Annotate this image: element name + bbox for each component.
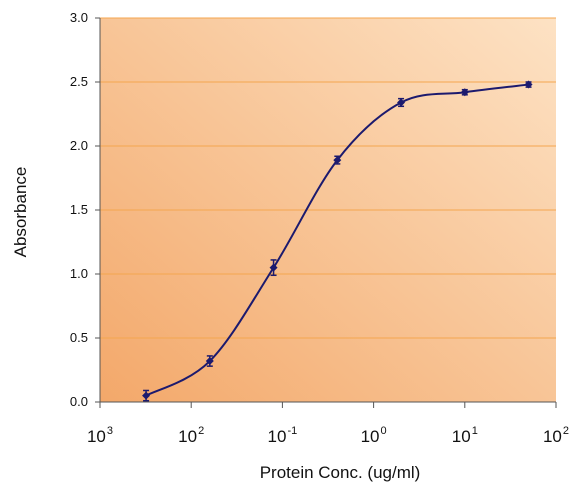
y-tick-label: 2.5 (70, 74, 88, 89)
x-tick-label: 102 (543, 425, 569, 446)
y-tick-label: 2.0 (70, 138, 88, 153)
x-tick-label: 102 (178, 425, 204, 446)
y-tick-label: 1.0 (70, 266, 88, 281)
y-tick-label: 0.0 (70, 394, 88, 409)
axes (95, 17, 557, 408)
data-point (205, 357, 214, 366)
y-tick-label: 1.5 (70, 202, 88, 217)
y-tick-label: 3.0 (70, 10, 88, 25)
series-group (142, 80, 533, 402)
x-tick-label: 100 (361, 425, 387, 446)
data-point (333, 156, 342, 165)
gridlines (100, 17, 556, 339)
data-point (524, 80, 533, 89)
data-point (397, 98, 406, 107)
x-tick-labels: 103 102 10-1 100 101 102 (87, 425, 569, 446)
x-tick-label: 10-1 (268, 425, 298, 446)
x-axis-title: Protein Conc. (ug/ml) (260, 463, 421, 482)
y-tick-label: 0.5 (70, 330, 88, 345)
y-axis-title: Absorbance (11, 167, 30, 258)
y-tick-labels: 0.0 0.5 1.0 1.5 2.0 2.5 3.0 (70, 10, 88, 409)
data-point (269, 263, 278, 272)
data-point (460, 88, 469, 97)
x-tick-label: 101 (452, 425, 478, 446)
x-tick-label: 103 (87, 425, 113, 446)
data-point (142, 391, 151, 400)
